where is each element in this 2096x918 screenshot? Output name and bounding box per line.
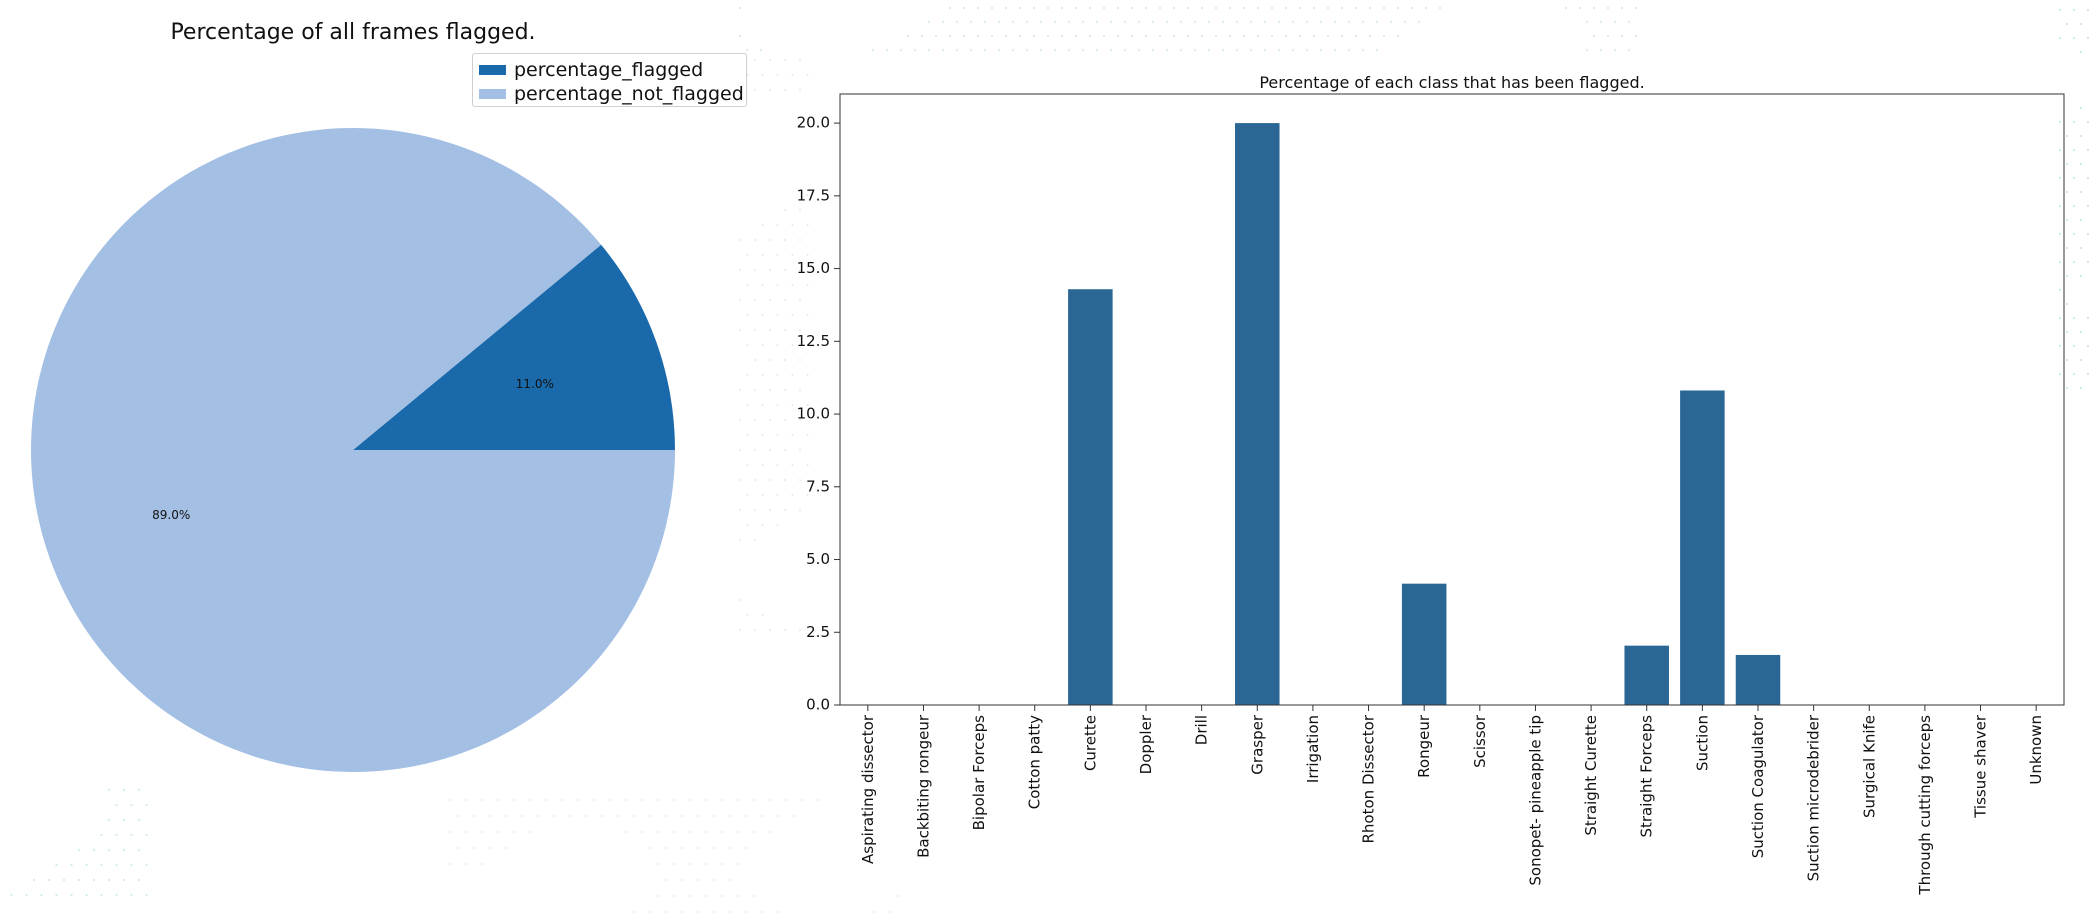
x-tick-label-13: Straight Curette — [1582, 715, 1600, 836]
bar-plot-frame — [839, 93, 2065, 706]
bar-16 — [1735, 654, 1781, 705]
x-tick-label-3: Cotton patty — [1026, 715, 1044, 809]
bar-14 — [1624, 645, 1669, 705]
x-tick-label-4: Curette — [1081, 715, 1099, 771]
x-tick-label-9: Rhoton Dissector — [1360, 714, 1378, 843]
x-tick-label-1: Backbiting rongeur — [915, 714, 933, 858]
x-tick-label-2: Bipolar Forceps — [970, 715, 988, 831]
x-tick-label-15: Suction — [1693, 715, 1711, 771]
x-tick-label-8: Irrigation — [1304, 715, 1322, 783]
y-tick-label-8: 20.0 — [797, 114, 830, 132]
pie-label-percentage-not-flagged: 89.0% — [152, 508, 190, 522]
x-tick-label-19: Through cutting forceps — [1916, 715, 1934, 896]
x-tick-label-17: Suction microdebrider — [1805, 714, 1823, 881]
legend-item-flagged: percentage_flagged — [479, 58, 740, 82]
y-tick-label-0: 0.0 — [806, 696, 830, 714]
x-tick-label-21: Unknown — [2027, 715, 2045, 785]
x-tick-label-16: Suction Coagulator — [1749, 714, 1767, 858]
legend-label-not-flagged: percentage_not_flagged — [514, 83, 744, 105]
x-tick-label-0: Aspirating dissector — [859, 714, 877, 864]
y-tick-label-2: 5.0 — [806, 550, 830, 568]
pie-chart: 11.0% 89.0% — [31, 127, 675, 772]
x-tick-label-18: Surgical Knife — [1860, 715, 1878, 818]
legend-item-not-flagged: percentage_not_flagged — [479, 82, 744, 106]
x-tick-label-6: Drill — [1193, 715, 1211, 745]
x-tick-label-12: Sonopet- pineapple tip — [1527, 715, 1545, 886]
x-tick-label-20: Tissue shaver — [1972, 714, 1990, 819]
x-tick-label-14: Straight Forceps — [1638, 715, 1656, 838]
pie-slice-percentage-flagged — [353, 244, 675, 450]
legend-swatch-not-flagged — [479, 89, 506, 99]
y-tick-label-4: 10.0 — [797, 405, 830, 423]
pie-label-percentage-flagged: 11.0% — [516, 377, 554, 391]
pie-legend: percentage_flagged percentage_not_flagge… — [472, 53, 747, 107]
x-tick-label-11: Scissor — [1471, 714, 1489, 768]
legend-swatch-flagged — [479, 65, 506, 75]
bar-10 — [1401, 583, 1447, 705]
x-tick-label-7: Grasper — [1248, 714, 1266, 775]
bar-15 — [1680, 390, 1725, 705]
bar-4 — [1068, 289, 1113, 705]
bar-7 — [1235, 123, 1280, 706]
pie-chart-title: Percentage of all frames flagged. — [170, 20, 536, 45]
bar-chart-title: Percentage of each class that has been f… — [1259, 73, 1644, 92]
pie-slice-percentage-not-flagged — [31, 127, 675, 772]
y-tick-label-3: 7.5 — [806, 477, 830, 495]
x-tick-label-10: Rongeur — [1415, 714, 1433, 778]
y-tick-label-6: 15.0 — [797, 259, 830, 277]
y-tick-label-1: 2.5 — [806, 623, 830, 641]
y-tick-label-5: 12.5 — [797, 332, 830, 350]
y-tick-label-7: 17.5 — [797, 186, 830, 204]
legend-label-flagged: percentage_flagged — [514, 59, 704, 81]
x-tick-label-5: Doppler — [1137, 714, 1155, 774]
